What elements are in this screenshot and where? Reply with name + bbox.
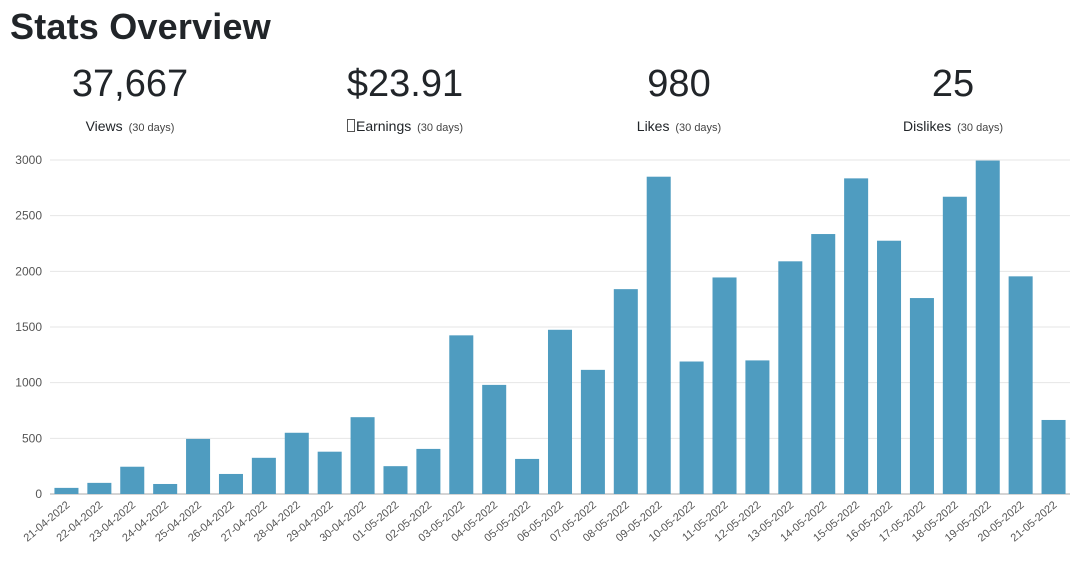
bar[interactable] (613, 289, 638, 494)
bar[interactable] (449, 335, 474, 494)
stat-dislikes-period: (30 days) (957, 122, 1003, 134)
bar[interactable] (515, 458, 540, 494)
bar[interactable] (482, 384, 507, 494)
stat-views-value: 37,667 (71, 63, 189, 105)
y-tick-label: 3000 (15, 153, 42, 167)
bar[interactable] (844, 178, 869, 494)
y-tick-label: 1500 (15, 320, 42, 334)
bar[interactable] (580, 369, 605, 494)
stat-views-label-row: Views (30 days) (0, 118, 265, 134)
bar[interactable] (186, 438, 211, 494)
bar[interactable] (942, 196, 967, 495)
stat-dislikes-label-row: Dislikes (30 days) (818, 118, 1078, 134)
bar[interactable] (350, 417, 375, 494)
bar[interactable] (909, 298, 934, 494)
stat-earnings-label: Earnings (355, 118, 412, 134)
bar[interactable] (153, 483, 178, 494)
y-tick-label: 500 (22, 431, 42, 445)
stat-earnings-label-row: Earnings (30 days) (270, 118, 540, 134)
bar[interactable] (218, 473, 243, 494)
bar[interactable] (877, 240, 902, 494)
bar[interactable] (547, 329, 573, 494)
stat-likes: 980 Likes (30 days) (544, 58, 814, 134)
stat-earnings-period: (30 days) (417, 122, 463, 134)
bar[interactable] (646, 176, 671, 494)
y-tick-label: 2000 (15, 264, 42, 278)
bar[interactable] (54, 487, 79, 494)
stat-dislikes-value: 25 (931, 63, 975, 105)
bar[interactable] (284, 432, 309, 494)
stat-likes-label-row: Likes (30 days) (544, 118, 814, 134)
stat-earnings: $23.91 Earnings (30 days) (270, 58, 540, 134)
y-tick-label: 2500 (15, 209, 42, 223)
page-title: Stats Overview (10, 6, 271, 47)
stat-likes-value: 980 (647, 63, 711, 105)
bar[interactable] (811, 234, 836, 494)
stat-dislikes: 25 Dislikes (30 days) (818, 58, 1078, 134)
missing-glyph-icon (346, 119, 355, 132)
bar[interactable] (120, 466, 145, 494)
stat-views-period: (30 days) (128, 122, 175, 134)
stats-row: 37,667 Views (30 days) $23.91 Earnings (… (0, 58, 1078, 148)
bar[interactable] (251, 457, 276, 494)
stat-likes-label: Likes (636, 118, 670, 134)
bar[interactable] (712, 277, 737, 494)
y-tick-label: 0 (35, 487, 42, 501)
bar[interactable] (745, 360, 770, 494)
stat-views: 37,667 Views (30 days) (0, 58, 265, 134)
views-bar-chart: 05001000150020002500300021-04-202222-04-… (15, 153, 1070, 544)
bar[interactable] (416, 448, 441, 494)
bar[interactable] (1008, 276, 1033, 494)
y-tick-label: 1000 (15, 376, 42, 390)
stat-likes-period: (30 days) (675, 122, 722, 134)
stat-views-label: Views (85, 118, 123, 134)
bar[interactable] (383, 466, 408, 494)
bar[interactable] (317, 451, 342, 494)
stat-earnings-value: $23.91 (346, 63, 464, 105)
bar[interactable] (87, 482, 112, 494)
bar[interactable] (1041, 419, 1066, 494)
bar[interactable] (778, 261, 803, 494)
bar[interactable] (679, 361, 704, 494)
stat-dislikes-label: Dislikes (903, 118, 952, 134)
bar[interactable] (975, 160, 1000, 494)
